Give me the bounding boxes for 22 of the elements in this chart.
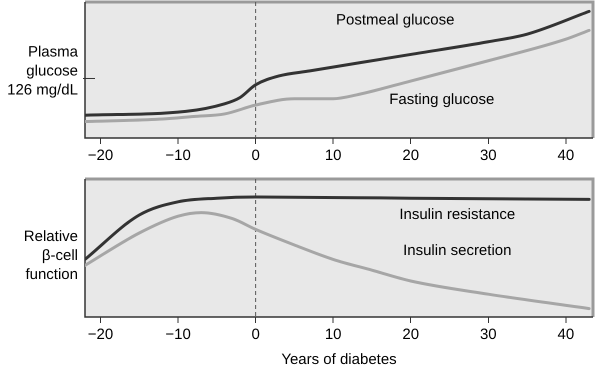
x-tick-label: 10 <box>324 147 342 164</box>
x-tick-label: −20 <box>88 147 114 164</box>
text: 126 mg/dL <box>7 82 78 99</box>
x-axis-title: Years of diabetes <box>281 351 397 368</box>
series-label: Insulin resistance <box>399 206 516 224</box>
y-axis-title: Plasma glucose <box>26 44 79 80</box>
x-tick-label: −10 <box>165 147 191 164</box>
x-tick-label: 0 <box>251 326 260 344</box>
x-tick-label: 30 <box>480 147 497 164</box>
x-tick-label: 10 <box>324 326 342 344</box>
x-tick-label: 30 <box>480 326 497 344</box>
x-tick-label: 40 <box>558 326 574 344</box>
x-tick-label: −20 <box>88 326 114 344</box>
x-tick-label: 40 <box>558 147 574 164</box>
y-axis-title: Relative β-cell function <box>24 228 78 284</box>
series-label: Fasting glucose <box>389 91 494 108</box>
x-tick-label: −10 <box>165 326 191 344</box>
x-tick-label: 20 <box>402 326 420 344</box>
series-label: Postmeal glucose <box>336 11 454 28</box>
x-tick-label: 0 <box>251 147 260 164</box>
x-tick-label: 20 <box>402 147 420 164</box>
series-label: Insulin secretion <box>403 242 512 260</box>
